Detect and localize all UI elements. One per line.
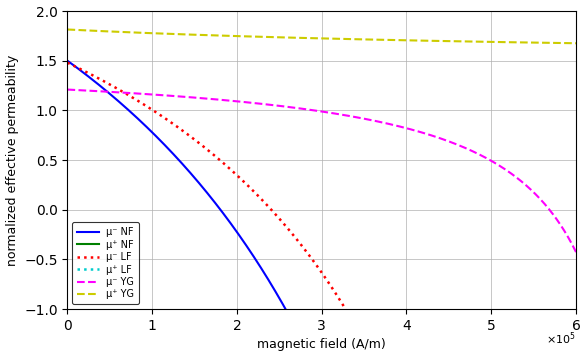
- μ⁻ NF: [258, 267, 265, 271]
- Line: μ⁺ YG: μ⁺ YG: [67, 30, 576, 43]
- μ⁺ YG: [369, 37, 376, 42]
- μ⁻ YG: [482, 156, 489, 160]
- Line: μ⁻ YG: μ⁻ YG: [67, 90, 576, 252]
- μ⁺ YG: [258, 35, 265, 39]
- Line: μ⁻ LF: μ⁻ LF: [67, 63, 576, 357]
- μ⁺ YG: [394, 38, 401, 42]
- μ⁻ LF: [156, 113, 163, 117]
- μ⁻ YG: [64, 87, 71, 92]
- μ⁻ YG: [444, 139, 451, 143]
- Line: μ⁻ NF: μ⁻ NF: [67, 61, 576, 357]
- X-axis label: magnetic field (A/m): magnetic field (A/m): [257, 338, 386, 351]
- μ⁻ LF: [258, 197, 265, 202]
- μ⁻ NF: [64, 59, 71, 63]
- μ⁺ YG: [573, 41, 580, 45]
- Y-axis label: normalized effective permeability: normalized effective permeability: [5, 55, 19, 266]
- μ⁻ LF: [369, 355, 376, 357]
- Text: $\times10^5$: $\times10^5$: [546, 330, 576, 347]
- μ⁺ YG: [156, 31, 163, 36]
- μ⁻ YG: [573, 250, 580, 254]
- Legend: μ⁻ NF, μ⁺ NF, μ⁻ LF, μ⁺ LF, μ⁻ YG, μ⁺ YG: μ⁻ NF, μ⁺ NF, μ⁻ LF, μ⁺ LF, μ⁻ YG, μ⁺ YG: [72, 222, 139, 304]
- μ⁻ YG: [369, 118, 376, 122]
- μ⁺ YG: [64, 27, 71, 32]
- μ⁻ YG: [394, 124, 401, 128]
- μ⁻ YG: [156, 93, 163, 97]
- μ⁻ NF: [156, 138, 163, 142]
- μ⁺ YG: [482, 40, 489, 44]
- μ⁻ YG: [258, 102, 265, 106]
- μ⁺ YG: [444, 39, 451, 43]
- μ⁻ LF: [64, 61, 71, 65]
